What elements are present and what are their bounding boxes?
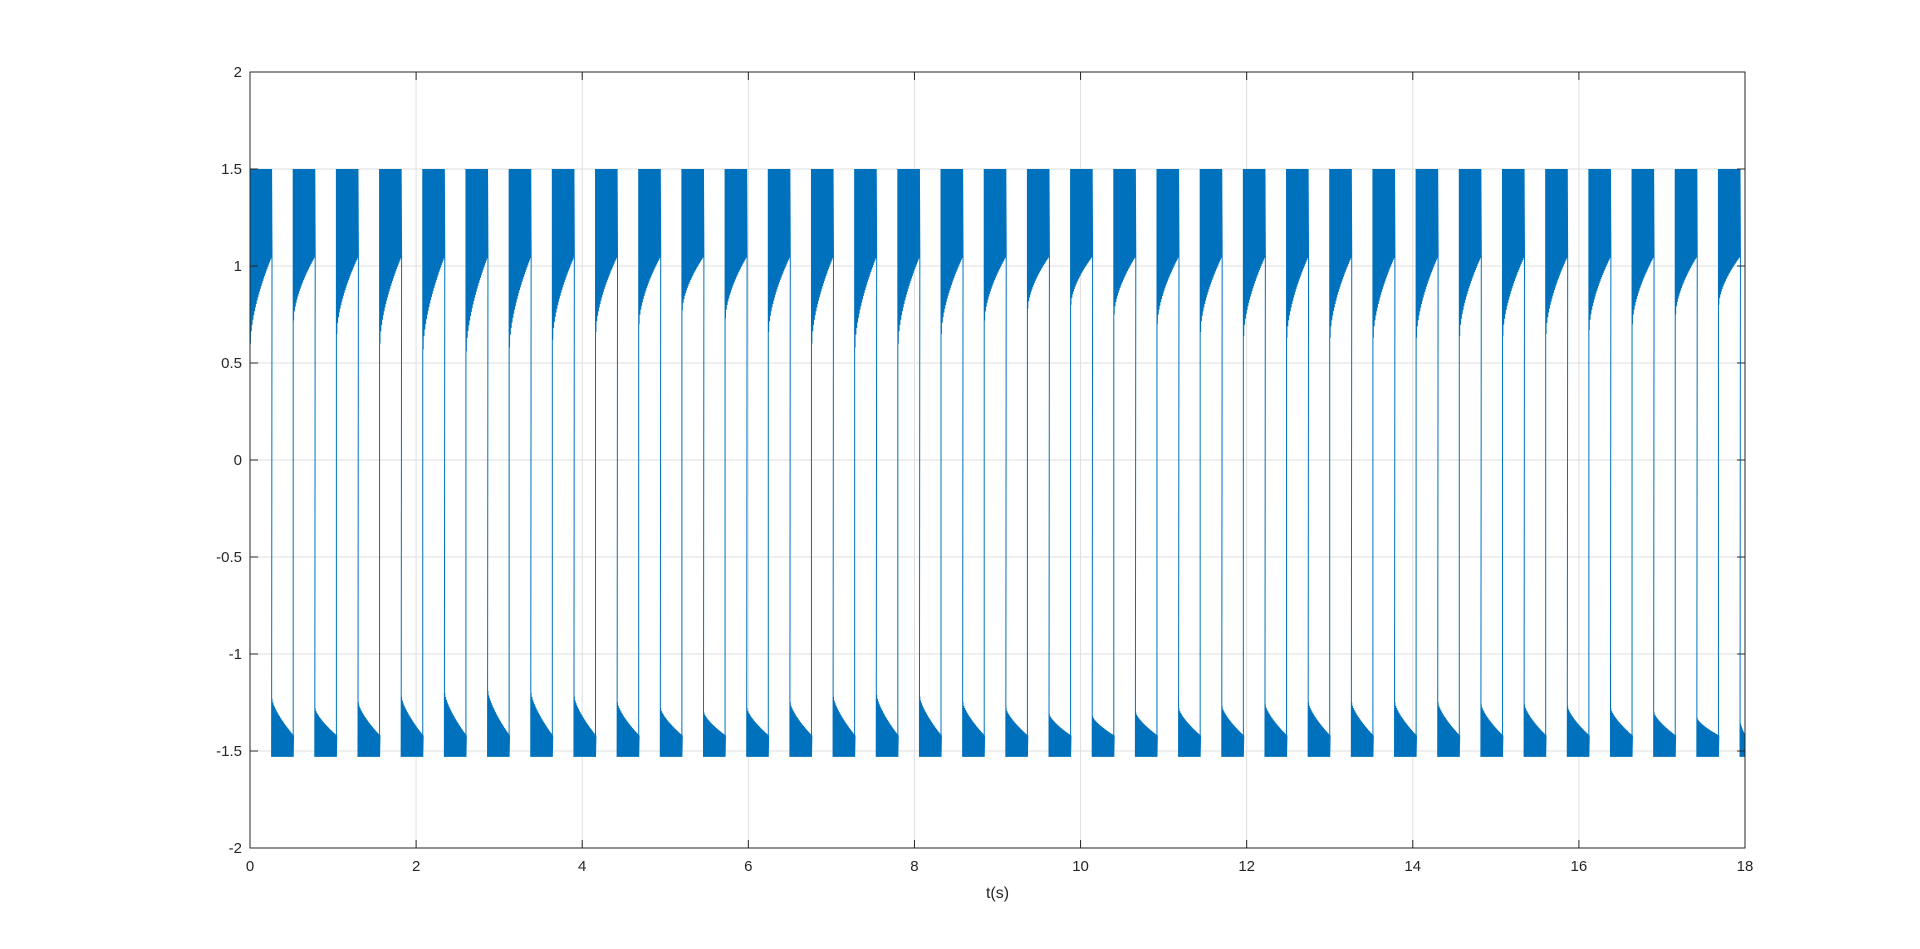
- plot-area: [250, 168, 1745, 757]
- x-tick-label: 18: [1737, 858, 1754, 875]
- x-axis-label: t(s): [986, 885, 1009, 902]
- x-tick-label: 12: [1238, 858, 1255, 875]
- y-tick-label: -1.5: [216, 743, 242, 760]
- x-tick-label: 4: [578, 858, 586, 875]
- x-tick-label: 14: [1404, 858, 1421, 875]
- signal-series-line: [250, 168, 1745, 757]
- y-tick-label: -2: [229, 840, 242, 857]
- y-tick-label: -1: [229, 646, 242, 663]
- y-tick-label: 1.5: [221, 161, 242, 178]
- y-tick-label: 0: [234, 452, 242, 469]
- y-tick-label: 2: [234, 64, 242, 81]
- y-tick-label: -0.5: [216, 549, 242, 566]
- x-tick-label: 6: [744, 858, 752, 875]
- x-tick-label: 2: [412, 858, 420, 875]
- x-tick-label: 0: [246, 858, 254, 875]
- y-tick-label: 1: [234, 258, 242, 275]
- x-tick-label: 16: [1571, 858, 1588, 875]
- x-tick-labels: 0 2 4 6 8 10 12 14 16 18: [246, 858, 1754, 875]
- x-tick-label: 8: [910, 858, 918, 875]
- y-tick-label: 0.5: [221, 355, 242, 372]
- axis-ticks: [249, 71, 1746, 849]
- x-tick-label: 10: [1072, 858, 1089, 875]
- y-tick-labels: -2 -1.5 -1 -0.5 0 0.5 1 1.5 2: [216, 64, 242, 857]
